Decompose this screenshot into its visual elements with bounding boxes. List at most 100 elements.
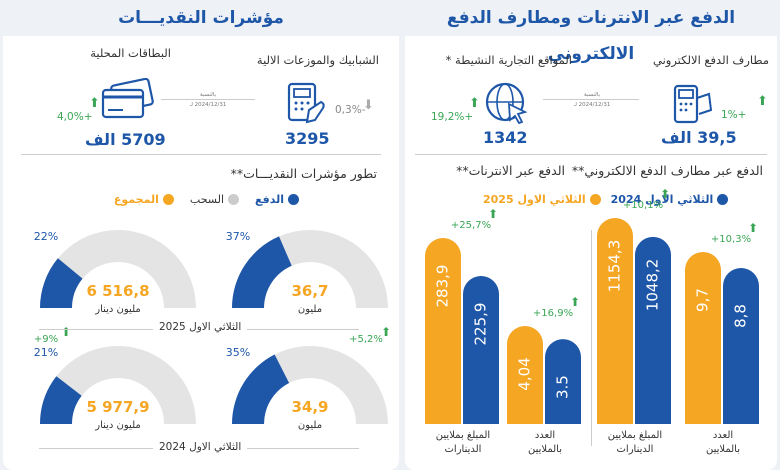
bar-change-label: +25,7% <box>451 220 491 231</box>
cards-value: 5709 الف <box>85 130 166 149</box>
gauge-value: 34,9 <box>291 398 328 416</box>
divider <box>591 230 592 446</box>
up-arrow-icon: ⬆ <box>89 96 100 111</box>
divider <box>543 99 639 100</box>
up-arrow-icon: ⬆ <box>469 96 480 111</box>
up-arrow-icon: ⬆ <box>757 94 768 109</box>
bar-change-label: +10,3% <box>711 234 751 245</box>
panel-title: الدفع عبر الانترنات ومطارف الدفع الالكتر… <box>405 0 777 64</box>
bar-2025 <box>425 238 461 424</box>
up-arrow-icon: ⬆ <box>570 295 580 309</box>
gauge-value: 6 516,8 <box>86 282 149 300</box>
compare-note: بالنسبة <box>583 92 601 98</box>
terminals-change: +1% <box>721 109 747 121</box>
divider <box>161 99 255 100</box>
compare-date: 2024/12/31 لـ <box>573 102 611 108</box>
cash-indicators-panel: مؤشرات النقديـــات البطاقات المحلية +4,0… <box>3 0 399 470</box>
panel-title: مؤشرات النقديـــات <box>3 0 399 36</box>
category-label: الدينارات <box>617 444 654 455</box>
gauge-fill <box>232 354 290 424</box>
up-arrow-icon: ⬆ <box>61 325 71 339</box>
legend-payment: الدفع <box>255 193 299 206</box>
bar-change-label: +10,1% <box>623 200 663 211</box>
internet-title: الدفع عبر الانترنات** <box>456 163 565 178</box>
gauge-change: +9% <box>34 334 58 345</box>
bar-value-label: 225,9 <box>472 303 490 346</box>
websites-label: المواقع التجارية النشيطة * <box>445 53 572 67</box>
category-label: المبلغ بملايين <box>436 430 490 441</box>
gauge-unit: مليون دينار <box>94 420 141 431</box>
bar-2024 <box>723 267 759 424</box>
gauge-value: 5 977,9 <box>86 398 149 416</box>
gauge-fill <box>40 258 83 308</box>
legend-2025: الثلاثي الاول 2025 <box>483 193 601 206</box>
bar-change-label: +16,9% <box>533 308 573 319</box>
gauges-chart: 22% 6 516,8 مليون دينار 37% 36,7 مليون 21% 5 97… <box>34 230 391 431</box>
websites-value: 1342 <box>483 128 528 147</box>
down-arrow-icon: ⬇ <box>363 98 374 113</box>
category-label: العدد <box>713 430 733 441</box>
divider <box>21 154 381 155</box>
gauge-pct-label: 21% <box>34 346 58 359</box>
category-label: بالملايين <box>706 444 740 455</box>
bar-value-label: 3.5 <box>554 375 572 399</box>
gauge-pct-label: 22% <box>34 230 58 243</box>
legend-withdraw: السحب <box>190 193 240 206</box>
up-arrow-icon: ⬆ <box>488 207 498 221</box>
up-arrow-icon: ⬆ <box>748 221 758 235</box>
credit-card-icon <box>101 78 154 119</box>
cards-label: البطاقات المحلية <box>90 46 171 60</box>
atm-change: -0,3% <box>335 104 366 116</box>
gauge-pct-label: 37% <box>226 230 250 243</box>
legend-total: المجموع <box>114 193 174 206</box>
category-label: بالملايين <box>528 444 562 455</box>
bar-2024 <box>545 339 581 424</box>
bar-value-label: 283,9 <box>434 265 452 308</box>
bar-2025 <box>597 218 633 424</box>
gauge-pct-label: 35% <box>226 346 250 359</box>
gauge-unit: مليون <box>298 420 322 431</box>
gauge-value: 36,7 <box>291 282 328 300</box>
bar-value-label: 4,04 <box>516 357 534 390</box>
up-arrow-icon: ⬆ <box>660 187 670 201</box>
compare-date: 2024/12/31 لـ <box>189 102 227 108</box>
legend: الدفع السحب المجموع <box>114 193 299 206</box>
bar-2025 <box>507 326 543 424</box>
legend-2024: الثلاثي الاول 2024 <box>611 193 729 206</box>
atm-value: 3295 <box>285 129 330 148</box>
gauge-track <box>40 230 196 308</box>
category-label: الدينارات <box>445 444 482 455</box>
bar-value-label: 1154,3 <box>606 240 624 293</box>
gauge-track <box>40 346 196 424</box>
gauge-fill <box>232 236 292 308</box>
websites-change: +19,2% <box>431 111 474 123</box>
payment-terminal-icon <box>673 84 713 124</box>
globe-icon <box>485 82 528 125</box>
gauge-fill <box>40 376 82 424</box>
bar-2024 <box>463 275 499 424</box>
category-label: المبلغ بملايين <box>608 430 662 441</box>
bar-value-label: 1048,2 <box>644 259 662 312</box>
gauge-change: +5,2% <box>349 334 383 345</box>
compare-note: بالنسبة <box>199 92 217 98</box>
period-2024-label: الثلاثي الاول 2024 <box>153 441 248 453</box>
atm-icon <box>287 82 325 124</box>
gauge-unit: مليون دينار <box>94 304 141 315</box>
evolution-title: تطور مؤشرات النقديـــات** <box>230 166 377 181</box>
legend: الثلاثي الاول 2024 الثلاثي الاول 2025 <box>483 193 729 206</box>
gauge-unit: مليون <box>298 304 322 315</box>
bar-2025 <box>685 252 721 424</box>
bar-value-label: 8,8 <box>732 304 750 328</box>
atm-label: الشبابيك والموزعات الالية <box>256 53 379 67</box>
bar-2024 <box>635 236 671 424</box>
terminals-value: 39,5 الف <box>661 128 737 147</box>
up-arrow-icon: ⬆ <box>381 325 391 339</box>
cards-change: +4,0% <box>57 111 93 123</box>
period-2025-label: الثلاثي الاول 2025 <box>153 321 248 333</box>
terminals-label: مطارف الدفع الالكتروني <box>653 53 769 67</box>
tpe-title: الدفع عبر مطارف الدفع الالكتروني** <box>571 163 763 178</box>
electronic-payment-panel: الدفع عبر الانترنات ومطارف الدفع الالكتر… <box>405 0 777 470</box>
bar-value-label: 9,7 <box>694 288 712 312</box>
divider <box>415 154 767 155</box>
